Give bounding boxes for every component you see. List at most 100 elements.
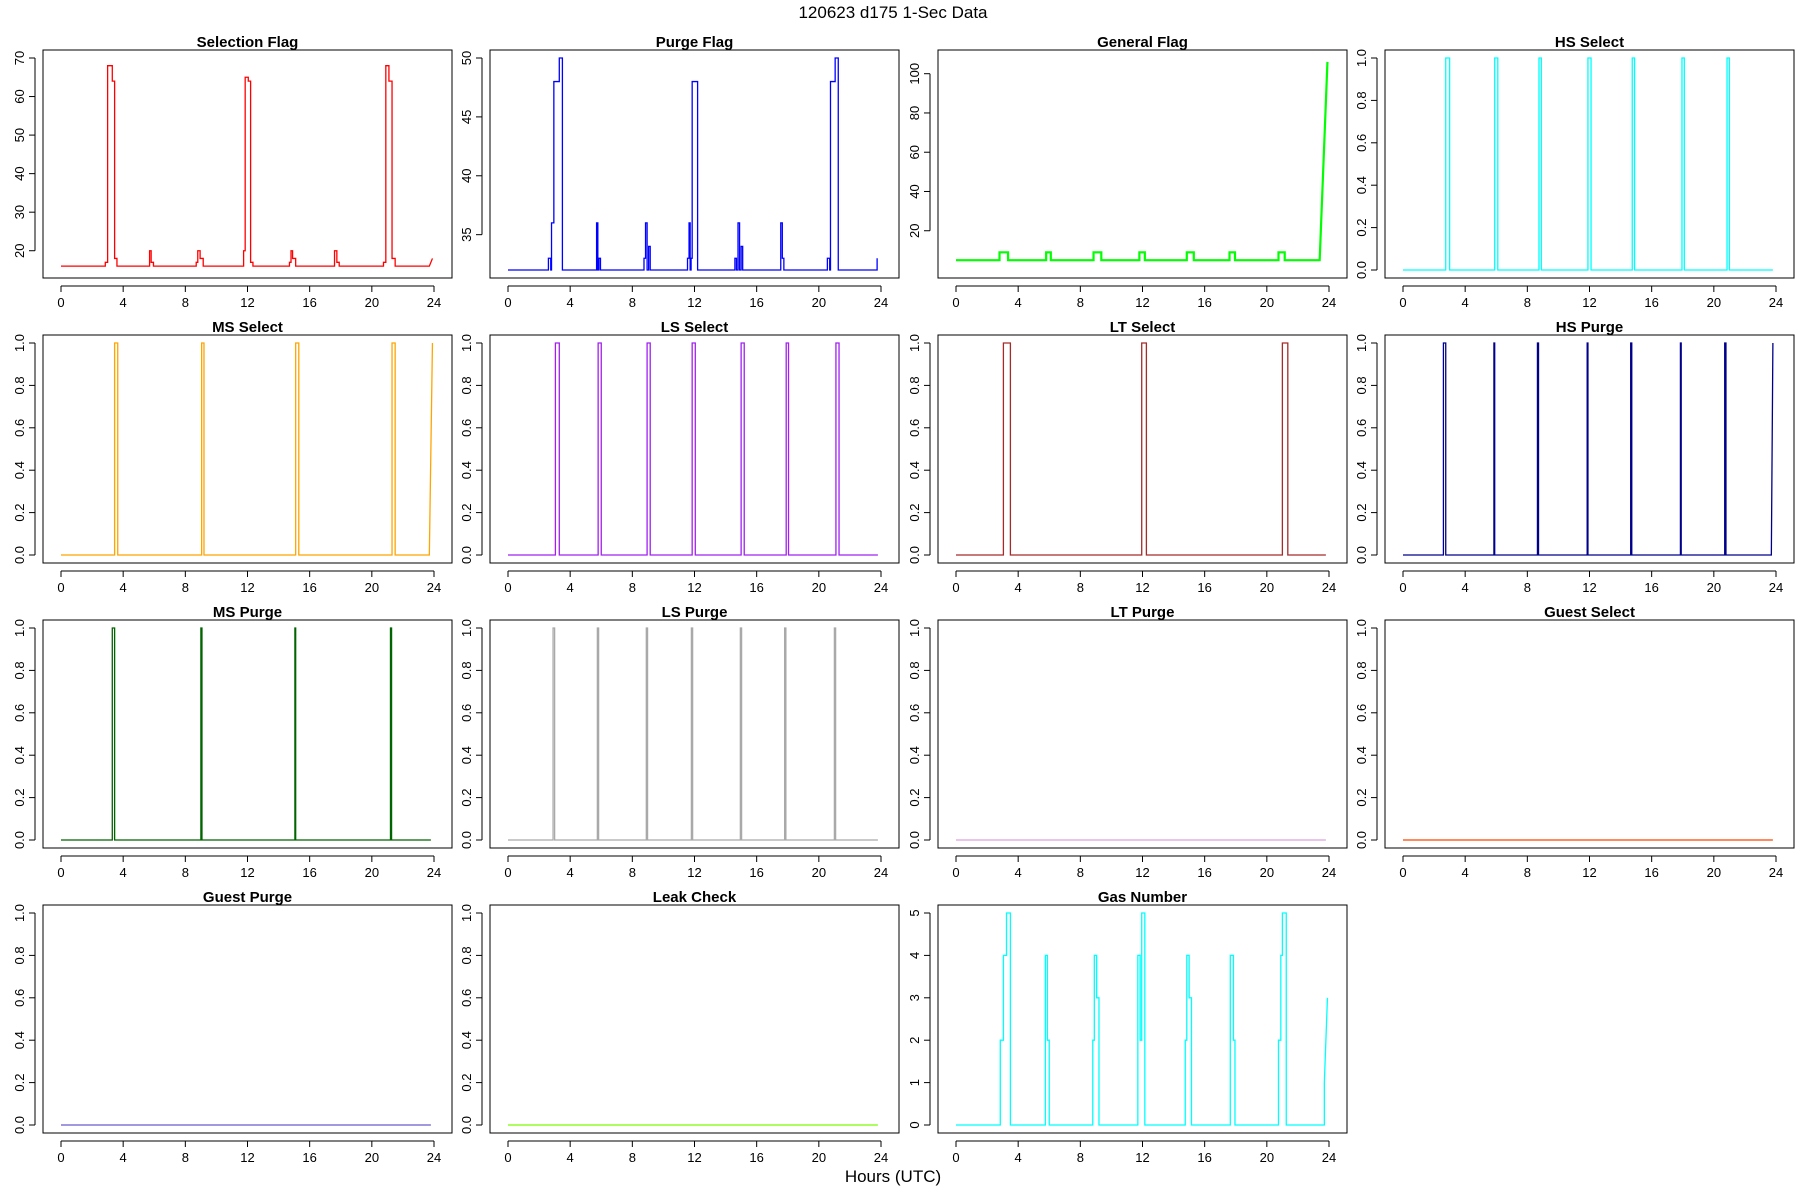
ls-purge-y-tick-label: 1.0 (459, 619, 474, 637)
ls-purge-y-tick-label: 0.8 (459, 661, 474, 679)
ls-select-x-tick-label: 4 (567, 580, 574, 595)
ls-purge-x-tick-label: 16 (749, 865, 763, 880)
gas-number-y-tick-label: 2 (907, 1037, 922, 1044)
lt-purge-x-tick-label: 0 (952, 865, 959, 880)
guest-select-y-tick-label: 0.2 (1354, 789, 1369, 807)
ms-purge-y-tick-label: 0.0 (12, 831, 27, 849)
ls-select-x-tick-label: 16 (749, 580, 763, 595)
ms-select-y-axis: 0.0 0.2 0.4 0.6 0.8 1.0 (12, 334, 36, 564)
lt-select-y-tick-label: 0.0 (907, 546, 922, 564)
ls-purge-plot-frame (489, 619, 900, 849)
gas-number-x-tick-label: 24 (1322, 1150, 1336, 1165)
leak-check-x-tick-label: 20 (812, 1150, 826, 1165)
lt-purge-x-tick-label: 24 (1322, 865, 1336, 880)
guest-purge-x-tick-label: 16 (302, 1150, 316, 1165)
guest-purge-y-tick-label: 0.4 (12, 1031, 27, 1049)
gas-number-x-tick-label: 4 (1015, 1150, 1022, 1165)
ms-select-y-tick-label: 0.0 (12, 546, 27, 564)
purge-flag-y-tick-label: 50 (459, 51, 474, 65)
gas-number-x-tick-label: 16 (1197, 1150, 1211, 1165)
ms-select-y-tick-label: 0.6 (12, 419, 27, 437)
selection-flag-x-axis: 0 4 8 12 16 20 24 (57, 285, 441, 310)
ms-purge-y-tick-label: 1.0 (12, 619, 27, 637)
lt-select-y-tick-label: 0.4 (907, 461, 922, 479)
selection-flag-y-tick-label: 20 (12, 243, 27, 257)
lt-purge-plot-frame (937, 619, 1348, 849)
ms-select-x-tick-label: 8 (182, 580, 189, 595)
gas-number-y-tick-label: 5 (907, 909, 922, 916)
hs-purge-x-tick-label: 24 (1769, 580, 1783, 595)
lt-purge-y-tick-label: 0.2 (907, 789, 922, 807)
gas-number-y-tick-label: 0 (907, 1121, 922, 1128)
ls-select-x-tick-label: 8 (629, 580, 636, 595)
ms-purge-x-tick-label: 0 (57, 865, 64, 880)
gas-number-plot-frame (937, 904, 1348, 1134)
hs-purge-plot-frame (1384, 334, 1795, 564)
lt-purge-title: LT Purge (1111, 604, 1175, 621)
general-flag-x-tick-label: 8 (1077, 295, 1084, 310)
selection-flag-panel: Selection Flag 0 4 8 12 16 20 24 20 30 40 50 60 70 (12, 34, 453, 310)
guest-purge-y-tick-label: 0.2 (12, 1074, 27, 1092)
ms-select-x-tick-label: 20 (365, 580, 379, 595)
ls-purge-series-line (508, 627, 878, 841)
ls-purge-x-tick-label: 0 (504, 865, 511, 880)
selection-flag-series-line (61, 65, 434, 267)
hs-select-x-tick-label: 12 (1582, 295, 1596, 310)
selection-flag-x-tick-label: 20 (365, 295, 379, 310)
selection-flag-x-tick-label: 12 (240, 295, 254, 310)
lt-purge-x-tick-label: 4 (1015, 865, 1022, 880)
ls-purge-y-tick-label: 0.6 (459, 704, 474, 722)
purge-flag-y-axis: 35 40 45 50 (459, 51, 483, 242)
ms-select-title: MS Select (212, 319, 283, 336)
guest-select-y-tick-label: 1.0 (1354, 619, 1369, 637)
guest-select-x-tick-label: 8 (1524, 865, 1531, 880)
hs-select-y-axis: 0.0 0.2 0.4 0.6 0.8 1.0 (1354, 49, 1378, 279)
ls-select-y-tick-label: 0.4 (459, 461, 474, 479)
ls-select-x-axis: 0 4 8 12 16 20 24 (504, 570, 888, 595)
hs-select-x-tick-label: 20 (1707, 295, 1721, 310)
leak-check-y-tick-label: 0.4 (459, 1031, 474, 1049)
lt-purge-y-tick-label: 0.4 (907, 746, 922, 764)
lt-purge-x-axis: 0 4 8 12 16 20 24 (952, 855, 1336, 880)
guest-purge-x-tick-label: 0 (57, 1150, 64, 1165)
hs-purge-y-tick-label: 0.2 (1354, 504, 1369, 522)
ls-purge-y-axis: 0.0 0.2 0.4 0.6 0.8 1.0 (459, 619, 483, 849)
ms-select-plot-frame (42, 334, 453, 564)
hs-purge-y-tick-label: 1.0 (1354, 334, 1369, 352)
guest-purge-plot-frame (42, 904, 453, 1134)
lt-select-x-tick-label: 8 (1077, 580, 1084, 595)
ms-select-series-line (61, 342, 434, 556)
leak-check-plot-frame (489, 904, 900, 1134)
selection-flag-x-tick-label: 16 (302, 295, 316, 310)
lt-select-x-tick-label: 24 (1322, 580, 1336, 595)
leak-check-x-tick-label: 16 (749, 1150, 763, 1165)
hs-purge-title: HS Purge (1556, 319, 1624, 336)
guest-select-x-tick-label: 0 (1399, 865, 1406, 880)
gas-number-series-line (956, 912, 1329, 1126)
general-flag-x-tick-label: 12 (1135, 295, 1149, 310)
ls-select-plot-frame (489, 334, 900, 564)
ls-select-x-tick-label: 24 (874, 580, 888, 595)
lt-purge-x-tick-label: 8 (1077, 865, 1084, 880)
gas-number-x-tick-label: 12 (1135, 1150, 1149, 1165)
general-flag-x-tick-label: 16 (1197, 295, 1211, 310)
general-flag-y-tick-label: 60 (907, 145, 922, 159)
ms-select-x-tick-label: 0 (57, 580, 64, 595)
ms-select-x-tick-label: 4 (120, 580, 127, 595)
gas-number-x-tick-label: 0 (952, 1150, 959, 1165)
guest-purge-x-tick-label: 20 (365, 1150, 379, 1165)
hs-select-x-axis: 0 4 8 12 16 20 24 (1399, 285, 1783, 310)
lt-purge-x-tick-label: 16 (1197, 865, 1211, 880)
selection-flag-x-tick-label: 24 (427, 295, 441, 310)
general-flag-y-tick-label: 40 (907, 184, 922, 198)
ls-purge-panel: LS Purge 0 4 8 12 16 20 24 0.0 0.2 0.4 0.6 0.8 1.0 (459, 604, 900, 880)
ms-purge-x-tick-label: 16 (302, 865, 316, 880)
guest-purge-y-tick-label: 0.6 (12, 989, 27, 1007)
leak-check-y-tick-label: 1.0 (459, 904, 474, 922)
hs-select-y-tick-label: 1.0 (1354, 49, 1369, 67)
guest-purge-title: Guest Purge (203, 889, 292, 906)
guest-select-x-tick-label: 20 (1707, 865, 1721, 880)
lt-select-x-tick-label: 16 (1197, 580, 1211, 595)
ms-purge-x-tick-label: 8 (182, 865, 189, 880)
guest-select-x-tick-label: 12 (1582, 865, 1596, 880)
